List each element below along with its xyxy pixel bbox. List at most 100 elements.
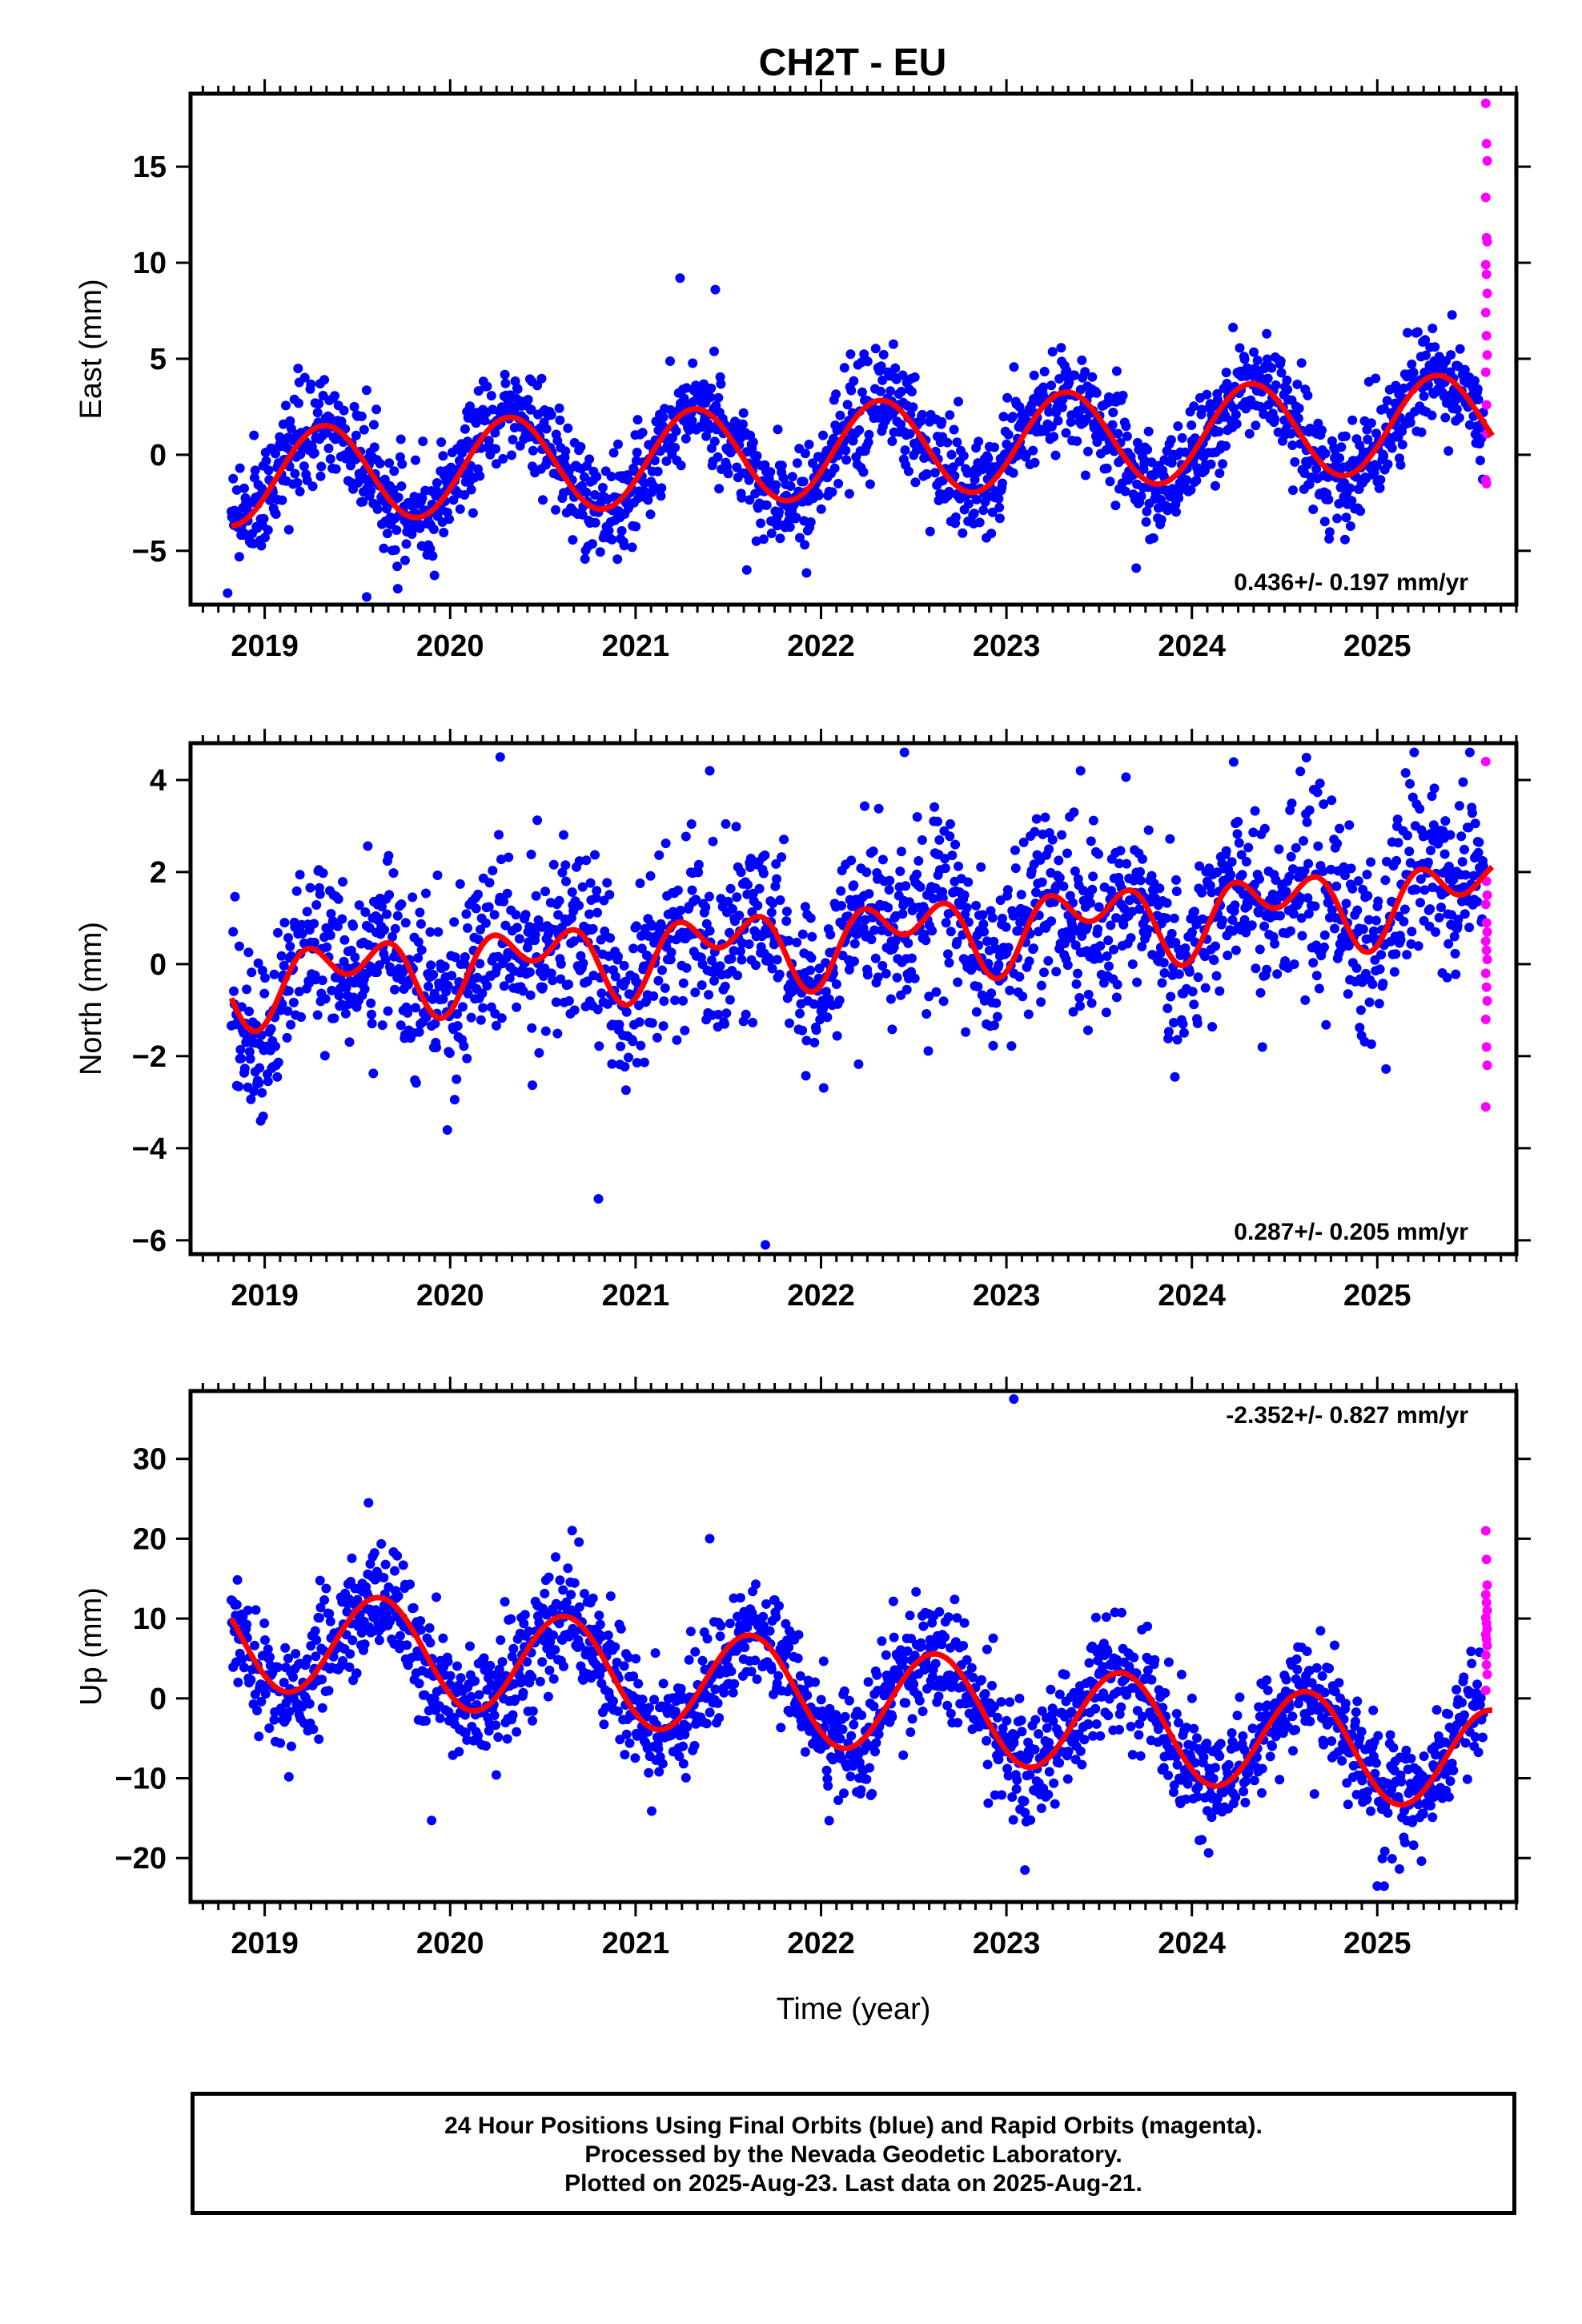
final-orbit-point xyxy=(1046,916,1057,927)
final-orbit-point xyxy=(632,415,643,425)
final-orbit-point xyxy=(678,1759,689,1769)
final-orbit-point xyxy=(439,528,449,537)
final-orbit-point xyxy=(1094,953,1105,963)
final-orbit-point xyxy=(328,1651,339,1662)
final-orbit-point xyxy=(752,451,762,461)
final-orbit-point xyxy=(831,389,841,400)
final-orbit-point xyxy=(1193,972,1203,983)
y-tick-label: −4 xyxy=(132,1132,167,1166)
final-orbit-point xyxy=(359,984,370,995)
final-orbit-point xyxy=(858,467,869,477)
final-orbit-point xyxy=(1340,431,1351,441)
final-orbit-point xyxy=(937,416,947,427)
final-orbit-point xyxy=(244,1047,255,1057)
final-orbit-point xyxy=(1288,485,1298,496)
final-orbit-point xyxy=(731,822,741,832)
final-orbit-point xyxy=(331,464,341,474)
final-orbit-point xyxy=(1109,944,1119,955)
final-orbit-point xyxy=(424,981,434,991)
final-orbit-point xyxy=(563,1563,573,1574)
final-orbit-point xyxy=(1289,959,1299,969)
final-orbit-point xyxy=(475,959,485,969)
final-orbit-point xyxy=(1478,861,1488,871)
final-orbit-point xyxy=(887,436,897,446)
final-orbit-point xyxy=(1018,991,1028,1002)
final-orbit-point xyxy=(1054,374,1065,384)
final-orbit-point xyxy=(1036,997,1046,1007)
final-orbit-point xyxy=(477,988,488,999)
final-orbit-point xyxy=(690,1647,701,1657)
final-orbit-point xyxy=(1303,909,1314,919)
panel-up: 2019 2020 2021 2022 2023 2024 2025−20−10010203… xyxy=(74,1377,1531,2026)
final-orbit-point xyxy=(1412,327,1423,337)
final-orbit-point xyxy=(758,868,769,879)
final-orbit-point xyxy=(723,468,733,479)
final-orbit-point xyxy=(389,466,400,476)
final-orbit-point xyxy=(1457,857,1468,867)
final-orbit-point xyxy=(994,502,1005,513)
final-orbit-point xyxy=(546,968,556,979)
final-orbit-point xyxy=(237,1654,247,1664)
final-orbit-point xyxy=(561,876,571,887)
final-orbit-point xyxy=(1247,920,1257,931)
final-orbit-point xyxy=(748,1017,758,1027)
final-orbit-point xyxy=(1420,335,1431,345)
final-orbit-point xyxy=(751,960,761,971)
final-orbit-point xyxy=(822,1012,833,1023)
final-orbit-point xyxy=(1420,350,1431,360)
final-orbit-point xyxy=(567,1526,577,1536)
y-tick-label: 2 xyxy=(150,856,167,890)
final-orbit-point xyxy=(1344,820,1355,830)
final-orbit-point xyxy=(260,973,270,983)
final-orbit-point xyxy=(1058,394,1068,404)
final-orbit-point xyxy=(761,1240,770,1250)
final-orbit-point xyxy=(1273,427,1283,437)
final-orbit-point xyxy=(1449,931,1460,942)
final-orbit-point xyxy=(281,400,291,411)
final-orbit-point xyxy=(554,1618,564,1629)
final-orbit-point xyxy=(580,554,590,564)
final-orbit-point xyxy=(283,1006,293,1016)
final-orbit-point xyxy=(564,995,574,1006)
final-orbit-point xyxy=(847,901,857,911)
final-orbit-point xyxy=(765,467,776,477)
final-orbit-point xyxy=(909,372,920,382)
final-orbit-point xyxy=(1211,971,1222,981)
x-tick-label: 2023 xyxy=(973,629,1041,663)
final-orbit-point xyxy=(881,968,891,979)
final-orbit-point xyxy=(474,1690,484,1700)
final-orbit-point xyxy=(1443,939,1454,949)
final-orbit-point xyxy=(1318,866,1328,876)
final-orbit-point xyxy=(367,1009,376,1019)
y-tick-label: 0 xyxy=(150,439,167,472)
final-orbit-point xyxy=(994,493,1004,504)
final-orbit-point xyxy=(934,834,945,845)
final-orbit-point xyxy=(1454,412,1464,423)
final-orbit-point xyxy=(435,1713,445,1723)
final-orbit-point xyxy=(1282,375,1292,385)
final-orbit-point xyxy=(500,920,511,931)
final-orbit-point xyxy=(528,1706,538,1716)
final-orbit-point xyxy=(246,1675,256,1685)
final-orbit-point xyxy=(994,959,1004,970)
final-orbit-point xyxy=(807,931,817,942)
final-orbit-point xyxy=(883,903,893,913)
final-orbit-point xyxy=(774,969,785,979)
final-orbit-point xyxy=(279,1678,289,1687)
final-orbit-point xyxy=(459,1041,469,1051)
final-orbit-point xyxy=(1411,884,1421,895)
final-orbit-point xyxy=(540,887,550,897)
final-orbit-point xyxy=(260,1635,270,1645)
final-orbit-point xyxy=(585,878,596,888)
final-orbit-point xyxy=(691,895,701,905)
final-orbit-point xyxy=(366,998,376,1008)
final-orbit-point xyxy=(832,1031,842,1041)
final-orbit-point xyxy=(548,859,559,870)
final-orbit-point xyxy=(1235,343,1245,353)
final-orbit-point xyxy=(1191,476,1202,485)
final-orbit-point xyxy=(254,1078,264,1088)
final-orbit-point xyxy=(1405,778,1415,789)
final-orbit-point xyxy=(873,803,884,814)
final-orbit-point xyxy=(1044,844,1054,854)
final-orbit-point xyxy=(792,937,802,947)
